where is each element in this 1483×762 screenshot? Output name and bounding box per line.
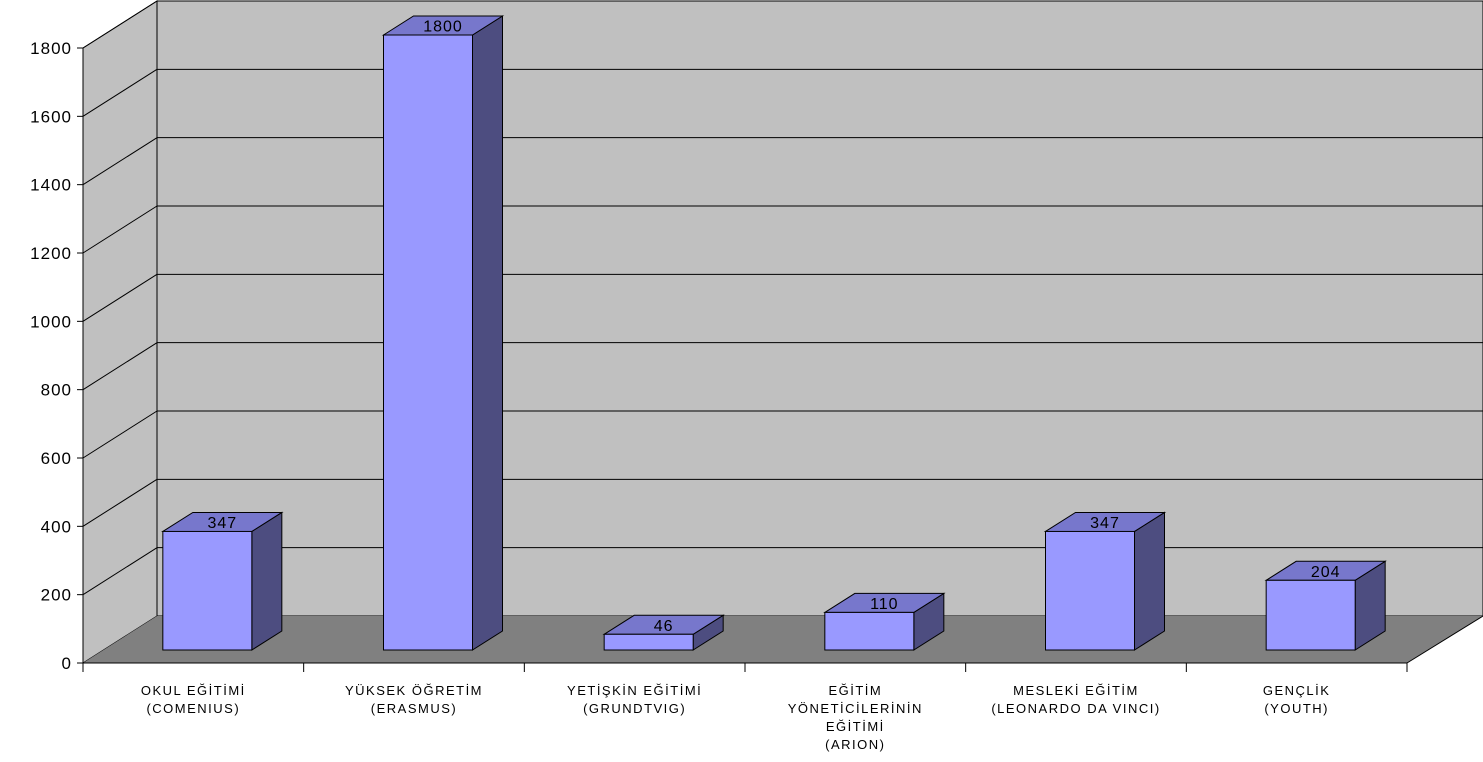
x-tick-label-line: (COMENIUS) [146, 701, 240, 716]
x-tick-label-line: OKUL EĞİTİMİ [141, 683, 246, 698]
y-tick-label: 200 [41, 586, 72, 605]
y-tick-label: 1600 [30, 107, 72, 126]
x-tick-label-line: YÜKSEK ÖĞRETİM [345, 683, 483, 698]
x-tick-label-line: YÖNETİCİLERİNİN [788, 701, 923, 716]
chart-walls [82, 0, 1483, 664]
data-label: 1800 [423, 19, 463, 36]
bar-front [383, 34, 473, 651]
gridline-side [82, 410, 158, 459]
x-tick-label-line: MESLEKİ EĞİTİM [1013, 683, 1139, 698]
gridline-side [82, 342, 158, 391]
y-tick-label: 600 [41, 449, 72, 468]
y-tick-label: 400 [41, 517, 72, 536]
x-tick-label-line: YETİŞKİN EĞİTİMİ [567, 683, 702, 698]
bar-front [162, 530, 253, 651]
x-tick-label-line: (GRUNDTVIG) [583, 701, 686, 716]
data-label: 46 [654, 618, 674, 635]
bar-4: 347 [1043, 511, 1167, 651]
bar-side [472, 15, 503, 651]
y-tick-label: 1000 [30, 312, 72, 331]
y-tick-label: 1800 [30, 39, 72, 58]
bar-front [1265, 579, 1356, 651]
bar-side [251, 511, 283, 651]
bar-3: 110 [823, 592, 946, 651]
x-tick-label-line: (ARION) [825, 737, 885, 752]
gridline-side [82, 547, 158, 596]
x-tick-label-line: EĞİTİMİ [826, 719, 885, 734]
x-tick-label-line: (LEONARDO DA VINCI) [991, 701, 1160, 716]
x-tick-label: YÜKSEK ÖĞRETİM (ERASMUS) [345, 683, 483, 716]
data-label: 204 [1311, 564, 1341, 581]
y-tick-label: 0 [62, 654, 72, 673]
y-tick-label: 1400 [30, 176, 72, 195]
gridline-side [82, 205, 158, 254]
gridlines [82, 0, 1483, 596]
side-wall [82, 0, 158, 664]
gridline-side [82, 478, 158, 527]
gridline-side [82, 137, 158, 186]
x-tick-label: MESLEKİ EĞİTİM (LEONARDO DA VINCI) [991, 683, 1160, 716]
gridline-side [82, 273, 158, 322]
gridline-side [82, 0, 158, 49]
x-tick-label-line: (YOUTH) [1264, 701, 1329, 716]
data-label: 110 [870, 596, 899, 613]
bar-front [1045, 530, 1135, 651]
x-tick-label-line: (ERASMUS) [371, 701, 457, 716]
bar-5: 204 [1264, 560, 1387, 651]
bar-2: 46 [602, 614, 725, 651]
bar-1: 1800 [381, 15, 505, 651]
data-label: 347 [1090, 515, 1120, 532]
y-tick-label: 800 [41, 381, 72, 400]
x-tick-label-line: GENÇLİK [1263, 683, 1331, 698]
data-label: 347 [207, 515, 237, 532]
bars: 347 1800 46 110 347 204 [161, 15, 1387, 651]
x-tick-label: EĞİTİM YÖNETİCİLERİNİN EĞİTİMİ (ARION) [788, 683, 923, 752]
gridline-side [82, 68, 158, 117]
x-tick-label: GENÇLİK (YOUTH) [1263, 683, 1331, 716]
bar-front [603, 633, 694, 651]
bar-0: 347 [161, 511, 284, 651]
y-tick-label: 1200 [30, 244, 72, 263]
bar-front [824, 611, 915, 651]
floor-edge [1406, 615, 1483, 664]
y-axis-ticks: 0 200 400 600 800 1000 1200 1400 1600 1800 [30, 39, 83, 673]
x-tick-label: OKUL EĞİTİMİ (COMENIUS) [141, 683, 246, 716]
x-tick-label-line: EĞİTİM [828, 683, 882, 698]
x-axis-labels: OKUL EĞİTİMİ (COMENIUS) YÜKSEK ÖĞRETİM (ERA… [82, 663, 1408, 752]
x-tick-label: YETİŞKİN EĞİTİMİ (GRUNDTVIG) [567, 683, 702, 716]
bar-side [1134, 511, 1165, 651]
back-wall [156, 0, 1483, 617]
